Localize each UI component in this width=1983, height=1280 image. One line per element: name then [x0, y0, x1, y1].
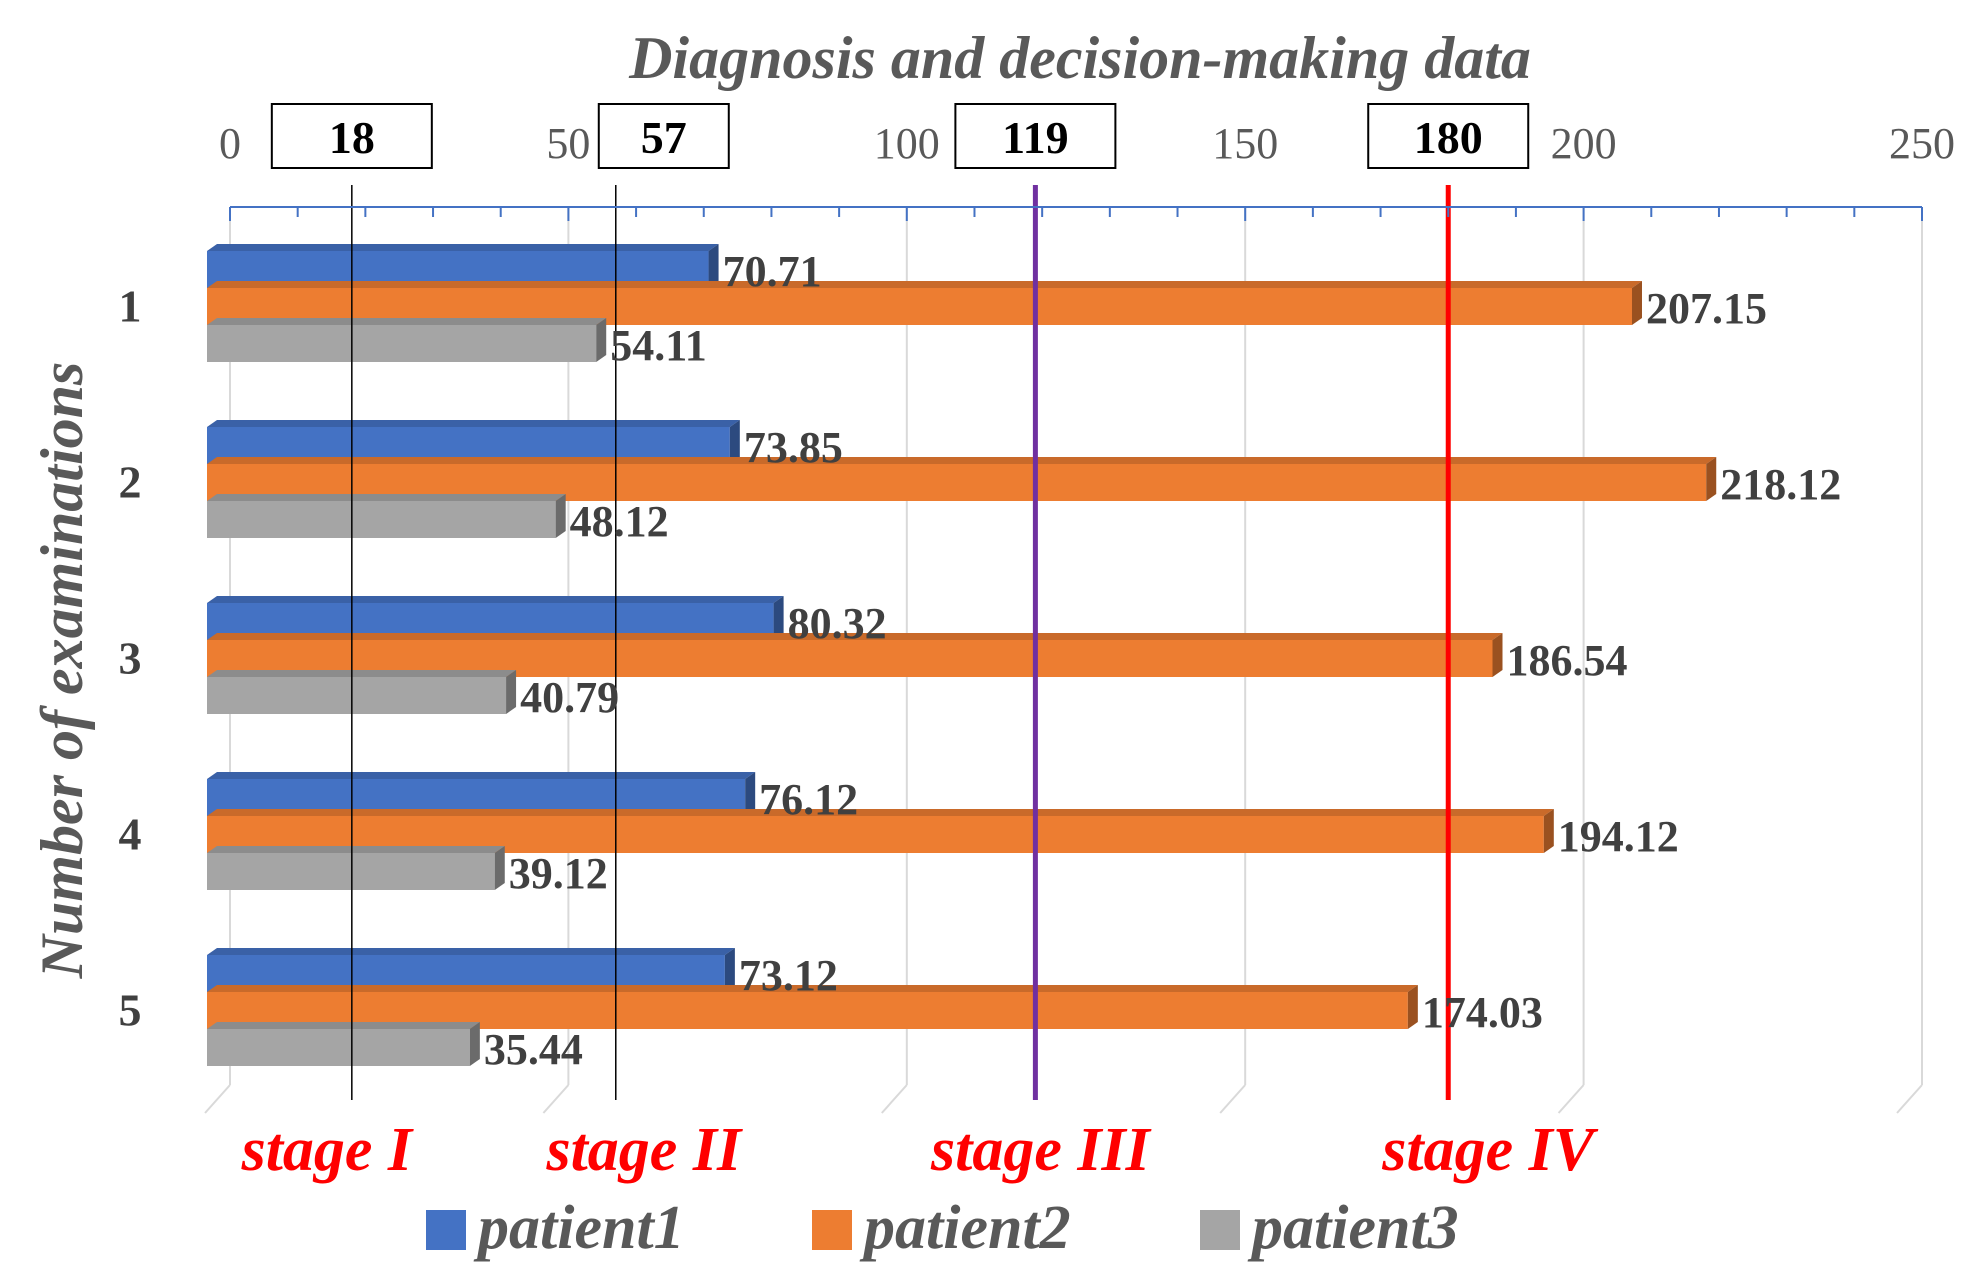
data-label: 207.15 [1646, 284, 1767, 333]
bar-top-patient2 [207, 985, 1418, 992]
bar-top-patient1 [207, 244, 719, 251]
bar-top-patient3 [207, 846, 505, 853]
legend: patient1 patient2 patient3 [426, 1194, 1459, 1262]
legend-swatch-patient3 [1200, 1210, 1240, 1250]
bar-side-patient1 [773, 596, 784, 640]
gridline-floor-150 [1219, 1084, 1246, 1114]
gridline-floor-0 [204, 1084, 231, 1114]
x-tick-label: 50 [546, 119, 590, 168]
bar-top-patient1 [207, 420, 740, 427]
x-tick-label: 100 [874, 119, 940, 168]
bar-top-patient2 [207, 457, 1717, 464]
bar-patient3-4 [207, 853, 495, 890]
legend-label: patient1 [473, 1194, 685, 1262]
bar-side-patient1 [729, 420, 740, 464]
bar-side-patient1 [724, 948, 735, 992]
gridline-floor-50 [542, 1084, 570, 1114]
data-label: 174.03 [1422, 988, 1543, 1037]
threshold-box-119 [954, 103, 1117, 169]
x-axis: 0 50 100 150 200 250 [219, 119, 1955, 221]
bar-side-patient3 [494, 846, 505, 890]
data-label: 40.79 [520, 673, 619, 722]
y-axis-label: Number of examinations [29, 362, 95, 980]
x-tick-label: 250 [1889, 119, 1955, 168]
bar-top-patient3 [207, 494, 566, 501]
threshold-value-label: 18 [329, 112, 375, 163]
data-label: 194.12 [1558, 812, 1679, 861]
stage-label: stage IV [1381, 1116, 1599, 1184]
x-tick-label: 150 [1212, 119, 1278, 168]
y-category-label: 4 [119, 809, 142, 860]
bar-top-patient2 [207, 633, 1503, 640]
bar-side-patient3 [596, 318, 607, 362]
threshold-lines: 18 stage I 57 stage II 119 stage III 180 stage … [241, 103, 1599, 1184]
data-label: 39.12 [509, 849, 608, 898]
bar-side-patient2 [1706, 457, 1717, 501]
y-category-label: 1 [119, 281, 142, 332]
data-label: 35.44 [484, 1025, 583, 1074]
bar-top-patient1 [207, 596, 784, 603]
threshold-box-18 [270, 103, 433, 169]
data-label: 70.71 [723, 247, 822, 296]
threshold-box-57 [597, 103, 730, 169]
x-tick-label: 200 [1551, 119, 1617, 168]
y-category-label: 2 [119, 457, 142, 508]
gridline-floor-100 [881, 1084, 908, 1114]
bar-side-patient2 [1631, 281, 1642, 325]
x-tick-label: 0 [219, 119, 241, 168]
bar-side-patient1 [745, 772, 756, 816]
bar-side-patient2 [1407, 985, 1418, 1029]
bar-top-patient3 [207, 318, 607, 325]
legend-swatch-patient2 [812, 1210, 852, 1250]
threshold-value-label: 57 [641, 112, 687, 163]
bar-top-patient1 [207, 948, 735, 955]
bar-patient3-1 [207, 325, 597, 362]
stage-label: stage I [241, 1116, 414, 1184]
bar-top-patient3 [207, 670, 517, 677]
legend-label: patient2 [859, 1194, 1071, 1262]
data-label: 48.12 [570, 497, 669, 546]
bar-side-patient1 [708, 244, 719, 288]
data-label: 73.85 [744, 423, 843, 472]
bars [207, 244, 1717, 1066]
stage-label: stage III [930, 1116, 1152, 1184]
y-category-label: 3 [119, 633, 142, 684]
bar-patient3-3 [207, 677, 507, 714]
data-label: 76.12 [759, 775, 858, 824]
bar-side-patient2 [1543, 809, 1554, 853]
bar-side-patient2 [1492, 633, 1503, 677]
legend-label: patient3 [1247, 1194, 1459, 1262]
bar-top-patient2 [207, 281, 1642, 288]
stage-label: stage II [545, 1116, 743, 1184]
data-label: 186.54 [1507, 636, 1628, 685]
bar-patient3-2 [207, 501, 556, 538]
data-label: 54.11 [610, 321, 707, 370]
bar-patient3-5 [207, 1029, 470, 1066]
bar-top-patient1 [207, 772, 756, 779]
legend-swatch-patient1 [426, 1210, 466, 1250]
threshold-box-180 [1367, 103, 1530, 169]
gridline-floor-200 [1557, 1084, 1585, 1114]
data-label: 73.12 [739, 951, 838, 1000]
data-label: 218.12 [1720, 460, 1841, 509]
bar-top-patient3 [207, 1022, 480, 1029]
bar-top-patient2 [207, 809, 1554, 816]
bar-side-patient3 [469, 1022, 480, 1066]
chart-title: Diagnosis and decision-making data [628, 25, 1531, 91]
threshold-value-label: 180 [1414, 112, 1483, 163]
threshold-value-label: 119 [1002, 112, 1068, 163]
data-label: 80.32 [788, 599, 887, 648]
gridline-floor-250 [1896, 1084, 1923, 1114]
bar-side-patient3 [506, 670, 517, 714]
bar-side-patient3 [555, 494, 566, 538]
y-category-label: 5 [119, 985, 142, 1036]
data-labels: 70.71 207.15 54.11 1 73.85 218.12 48.12 2 80.32 1… [119, 247, 1842, 1074]
